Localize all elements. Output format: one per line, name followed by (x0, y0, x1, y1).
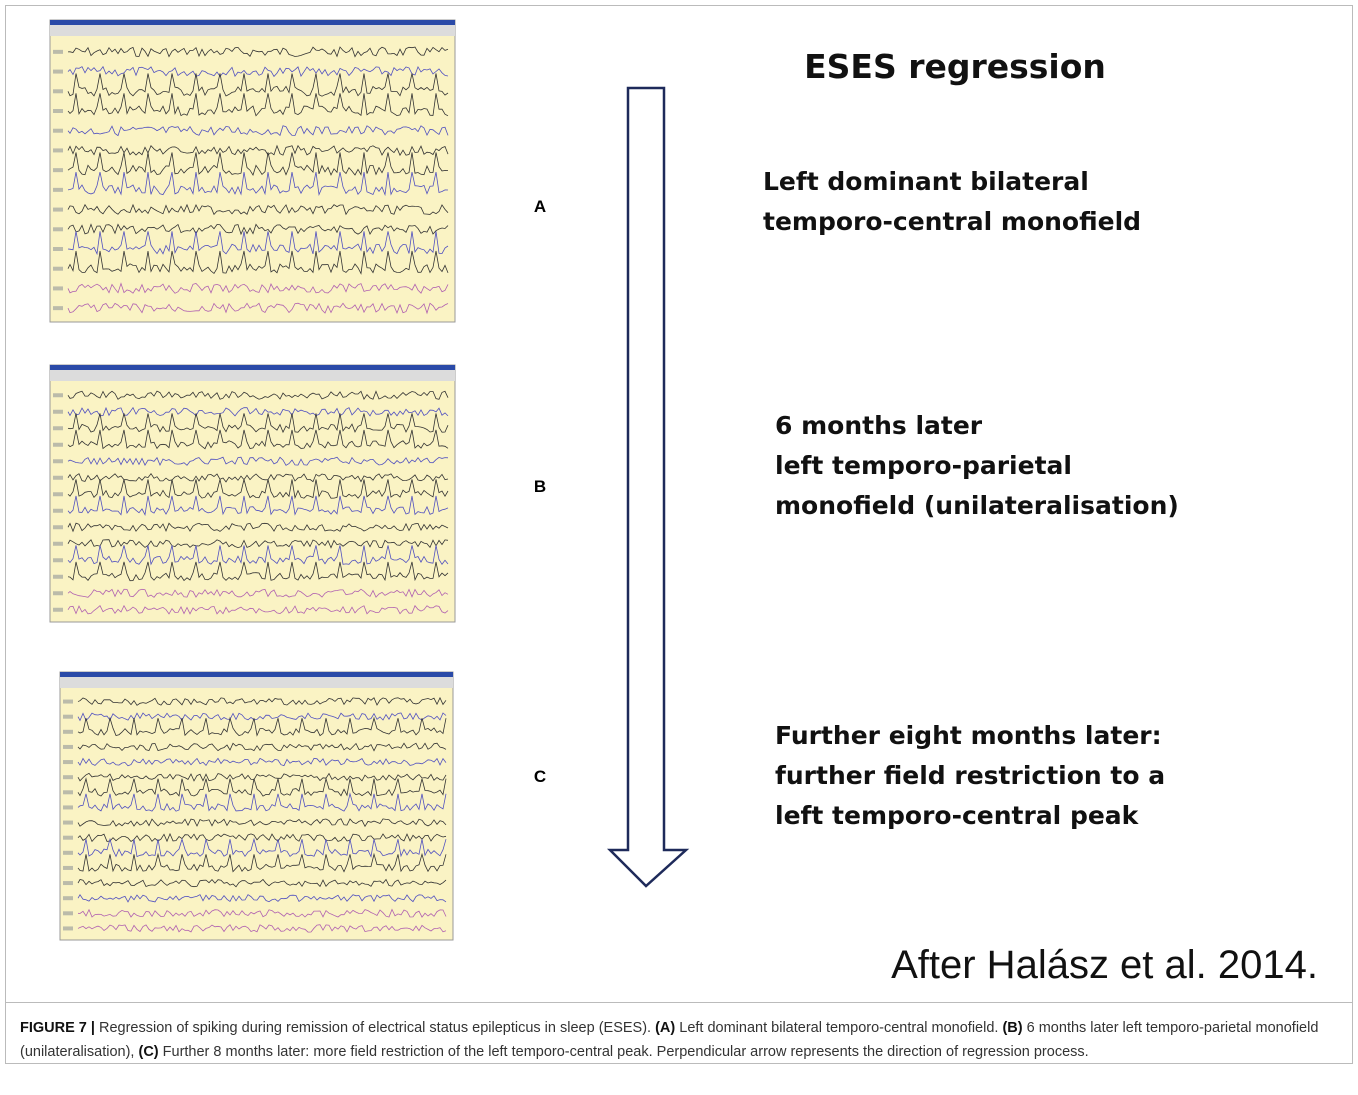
eeg-titlebar (50, 20, 455, 25)
channel-label (53, 525, 63, 529)
channel-label (53, 148, 63, 152)
channel-label (53, 575, 63, 579)
panel-text: 6 months later (775, 411, 983, 440)
eeg-window (50, 20, 455, 322)
eeg-titlebar (50, 365, 455, 370)
channel-label (53, 109, 63, 113)
caption-ref: (A) (655, 1020, 675, 1036)
channel-label (63, 836, 73, 840)
channel-label (53, 129, 63, 133)
panel-label: C (534, 767, 546, 786)
channel-label (63, 760, 73, 764)
channel-label (53, 476, 63, 480)
panel-text: left temporo-parietal (775, 451, 1072, 480)
caption-ref: (B) (1002, 1020, 1022, 1036)
channel-label (53, 286, 63, 290)
channel-label (53, 410, 63, 414)
channel-label (63, 700, 73, 704)
channel-label (63, 790, 73, 794)
figure: ESES regression A B C Left dominant bila… (0, 0, 1358, 1000)
panel-text: monofield (unilateralisation) (775, 491, 1179, 520)
channel-label (53, 247, 63, 251)
channel-label (53, 267, 63, 271)
channel-label (53, 509, 63, 513)
channel-label (53, 188, 63, 192)
channel-label (63, 775, 73, 779)
attribution: After Halász et al. 2014. (891, 943, 1318, 987)
caption-label: FIGURE 7 | (20, 1020, 95, 1036)
channel-label (53, 608, 63, 612)
eeg-window (50, 365, 455, 622)
channel-label (53, 542, 63, 546)
channel-label (53, 492, 63, 496)
channel-label (53, 306, 63, 310)
page: ESES regression A B C Left dominant bila… (0, 0, 1358, 1095)
channel-label (53, 443, 63, 447)
caption-text: Further 8 months later: more field restr… (159, 1044, 1089, 1060)
channel-label (53, 208, 63, 212)
channel-label (53, 558, 63, 562)
panel-text: Left dominant bilateral (763, 167, 1089, 196)
channel-label (63, 926, 73, 930)
channel-label (53, 459, 63, 463)
panel-label: A (534, 197, 546, 216)
channel-label (53, 227, 63, 231)
eeg-titlebar (60, 672, 453, 677)
regression-arrow (610, 88, 686, 886)
channel-label (63, 866, 73, 870)
channel-label (53, 393, 63, 397)
caption-divider (5, 1002, 1353, 1003)
channel-label (63, 805, 73, 809)
channel-label (53, 426, 63, 430)
caption-text: Left dominant bilateral temporo-central … (675, 1020, 1002, 1036)
figure-title: ESES regression (804, 47, 1106, 86)
channel-label (63, 821, 73, 825)
channel-label (63, 896, 73, 900)
channel-label (53, 168, 63, 172)
channel-label (63, 745, 73, 749)
panel-label: B (534, 477, 546, 496)
channel-label (53, 50, 63, 54)
panel-text: temporo-central monofield (763, 207, 1141, 236)
panel-text: further field restriction to a (775, 761, 1165, 790)
channel-label (63, 881, 73, 885)
caption: FIGURE 7 | Regression of spiking during … (20, 1016, 1340, 1064)
channel-label (53, 70, 63, 74)
panel-text: Further eight months later: (775, 721, 1162, 750)
caption-ref: (C) (138, 1044, 158, 1060)
channel-label (53, 89, 63, 93)
channel-label (53, 591, 63, 595)
panel-text: left temporo-central peak (775, 801, 1140, 830)
channel-label (63, 715, 73, 719)
channel-label (63, 911, 73, 915)
caption-text: Regression of spiking during remission o… (95, 1020, 655, 1036)
channel-label (63, 851, 73, 855)
channel-label (63, 730, 73, 734)
